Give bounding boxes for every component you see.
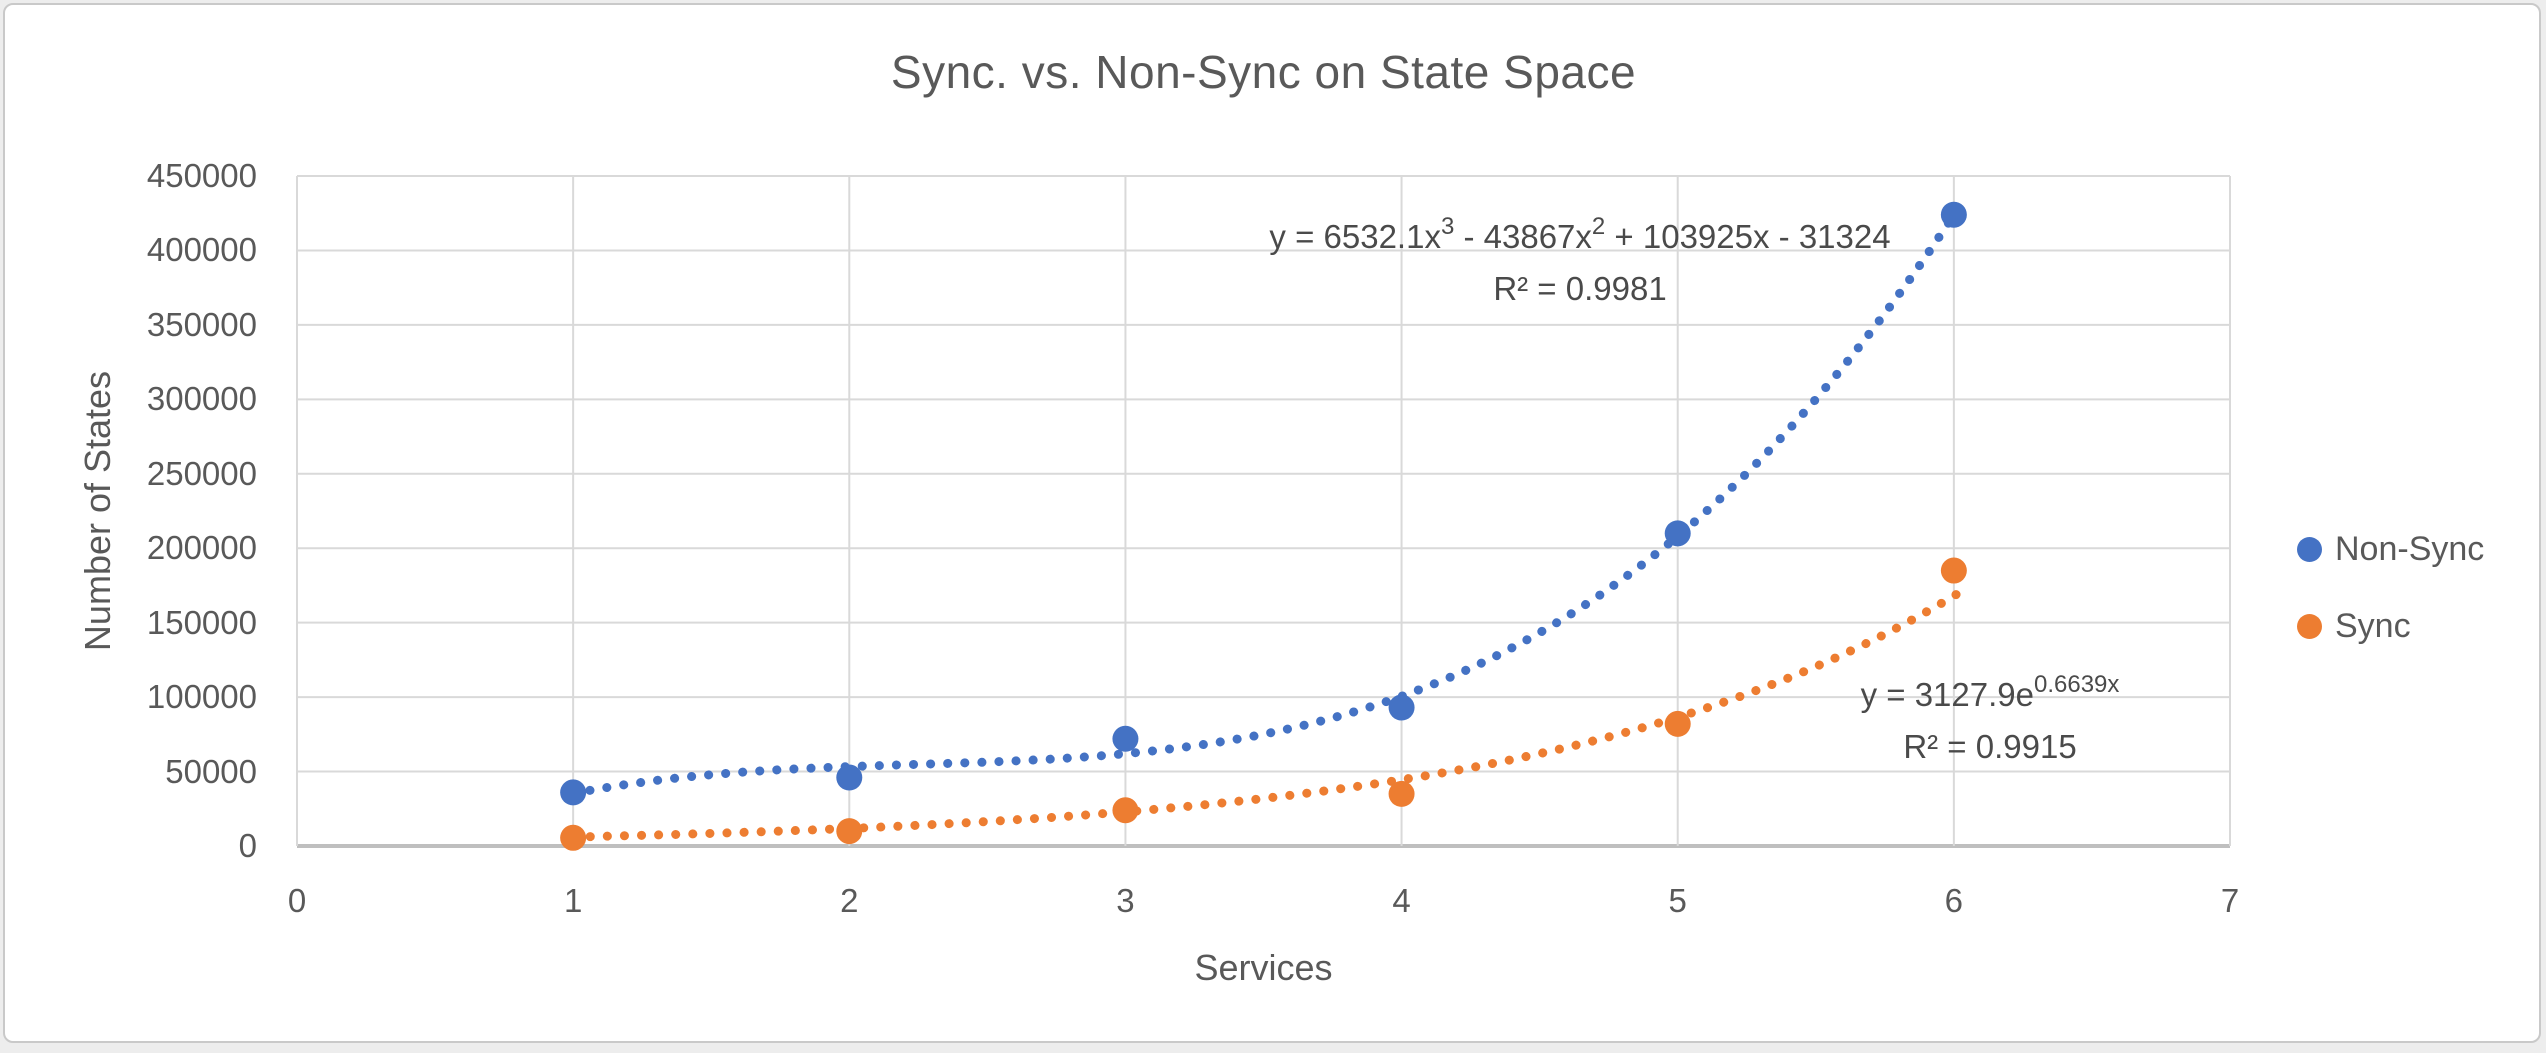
x-tick-label: 6 — [1944, 882, 1964, 919]
chart-title: Sync. vs. Non-Sync on State Space — [890, 46, 1637, 98]
y-tick-label: 0 — [238, 827, 257, 864]
y-tick-label: 350000 — [146, 305, 257, 343]
legend-label-non-sync: Non-Sync — [2335, 529, 2485, 568]
non-sync-trendline-label: y = 6532.1x3 - 43867x2 + 103925x - 31324… — [1155, 211, 2005, 315]
non-sync-equation: y = 6532.1x3 - 43867x2 + 103925x - 31324 — [1269, 213, 1891, 256]
legend: Non-Sync Sync — [2297, 529, 2484, 646]
data-point-non-sync — [560, 779, 587, 806]
x-tick-label: 4 — [1392, 882, 1411, 919]
data-point-non-sync — [1940, 201, 1967, 228]
data-point-sync — [1112, 797, 1139, 824]
sync-trendline-label: y = 3127.9e0.6639x R² = 0.9915 — [1790, 669, 2190, 773]
data-point-sync — [836, 818, 863, 845]
x-tick-label: 0 — [287, 882, 307, 919]
data-point-sync — [1664, 710, 1691, 737]
non-sync-marker-icon — [2297, 536, 2322, 562]
sync-r2: R² = 0.9915 — [1903, 728, 2077, 765]
y-tick-label: 150000 — [146, 603, 257, 641]
legend-item-sync: Sync — [2297, 606, 2484, 646]
legend-item-non-sync: Non-Sync — [2297, 529, 2484, 569]
x-tick-label: 3 — [1116, 882, 1135, 919]
y-tick-label: 100000 — [146, 678, 257, 716]
plot-area — [296, 175, 2231, 851]
trendline-sync — [568, 584, 1970, 842]
y-tick-label: 250000 — [146, 454, 257, 492]
data-point-non-sync — [1388, 694, 1415, 721]
x-axis-title: Services — [1194, 947, 1333, 988]
y-tick-label: 400000 — [146, 231, 257, 269]
data-point-non-sync — [836, 764, 863, 791]
x-tick-label: 2 — [840, 882, 859, 919]
data-point-non-sync — [1664, 520, 1691, 547]
y-tick-label: 200000 — [146, 529, 257, 567]
y-tick-label: 300000 — [146, 380, 257, 418]
non-sync-r2: R² = 0.9981 — [1493, 270, 1667, 307]
sync-marker-icon — [2297, 613, 2322, 639]
data-point-sync — [1388, 780, 1415, 807]
y-tick-label: 50000 — [165, 752, 257, 790]
x-tick-label: 7 — [2220, 882, 2240, 919]
data-point-non-sync — [1112, 725, 1139, 752]
x-tick-label: 1 — [563, 882, 583, 919]
data-point-sync — [560, 824, 587, 851]
x-tick-label: 5 — [1668, 882, 1687, 919]
y-axis-title: Number of States — [77, 370, 118, 652]
sync-equation: y = 3127.9e0.6639x — [1860, 671, 2120, 714]
data-point-sync — [1940, 557, 1967, 584]
chart-container: Sync. vs. Non-Sync on State Space 0 50000… — [3, 3, 2541, 1043]
legend-label-sync: Sync — [2335, 606, 2411, 645]
y-tick-label: 450000 — [146, 157, 257, 194]
